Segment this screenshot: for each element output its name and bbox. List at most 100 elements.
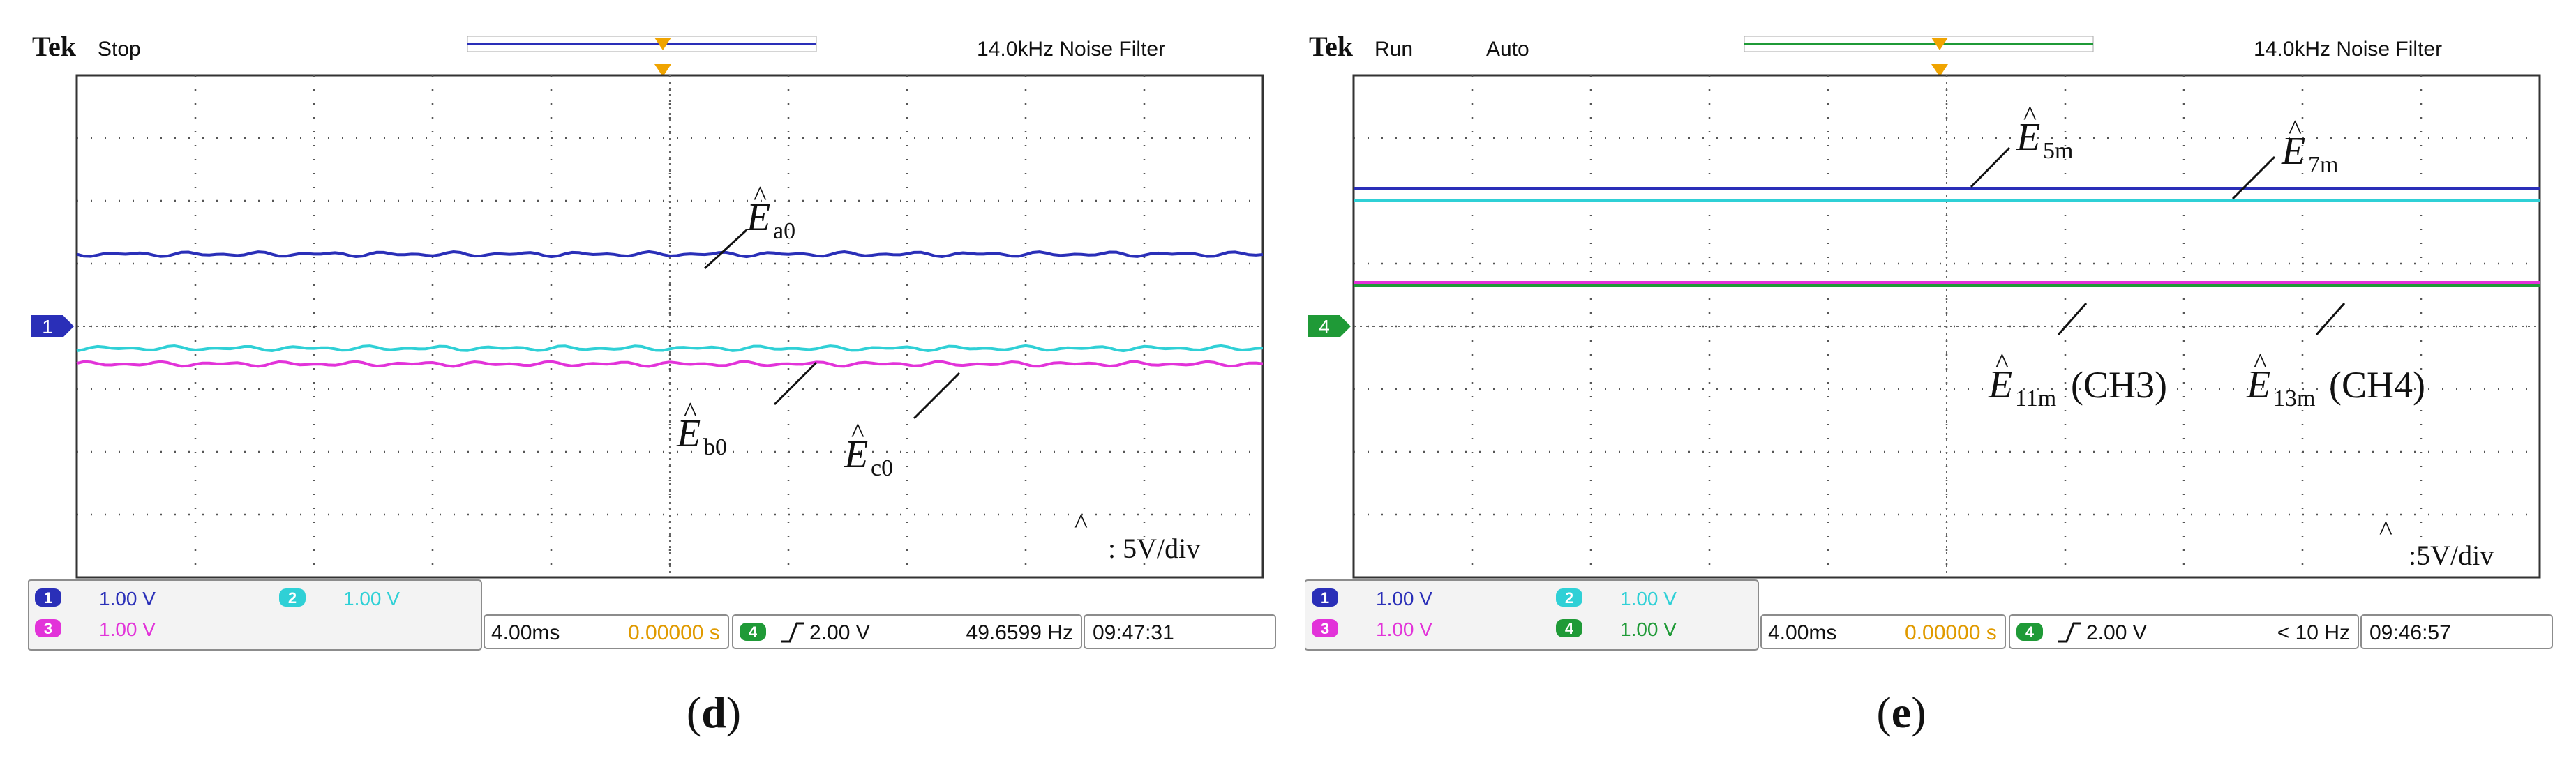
trigger-source-badge: 4: [2016, 623, 2043, 641]
subscript-text: c0: [871, 455, 893, 481]
channel-3-scale: 1.00 V: [99, 618, 156, 640]
channel-1-scale: 1.00 V: [99, 588, 156, 609]
channel-1-badge: 1: [35, 588, 61, 607]
channel-readout-panel: [28, 579, 482, 651]
hat-mark: ^: [684, 396, 697, 427]
clock-time: 09:47:31: [1093, 621, 1174, 644]
timebase-value: 4.00ms: [1768, 621, 1836, 644]
channel-readout-panel: [1305, 579, 1759, 651]
ground-level-marker: 4: [1308, 315, 1351, 337]
run-state-label: Stop: [98, 38, 141, 61]
brand-label: Tek: [32, 31, 77, 62]
suffix-text: (CH4): [2329, 364, 2425, 406]
symbol-text: E: [676, 412, 701, 455]
g: E^a0: [746, 180, 795, 244]
badge-shape: [1556, 588, 1582, 607]
ground-marker-number: 4: [1319, 316, 1330, 337]
badge-number: 4: [2025, 623, 2035, 641]
suffix-text: (CH3): [2071, 364, 2167, 406]
acquisition-mode-label: Auto: [1486, 38, 1529, 61]
leader-line-13m: [2315, 303, 2346, 335]
symbol-text: E: [844, 433, 868, 476]
badge-number: 3: [44, 620, 52, 637]
oscilloscope-panel-e: Tek Run Auto 14.0kHz Noise Filter 4 E ^ 5m E ^ 7m E…: [1305, 28, 2555, 655]
clock-box: [1084, 614, 1276, 649]
brand-label: Tek: [1309, 31, 1354, 62]
badge-shape: [1312, 588, 1338, 607]
trigger-marker-icon: [1931, 64, 1948, 77]
badge-number: 2: [288, 589, 297, 607]
channel-2-badge: 2: [1556, 588, 1582, 607]
badge-number: 3: [1321, 620, 1329, 637]
noise-filter-label: 14.0kHz Noise Filter: [977, 38, 1165, 61]
channel-3-badge: 3: [35, 619, 61, 637]
badge-shape: [2016, 623, 2043, 641]
g: E^7m: [2281, 114, 2338, 178]
subscript-text: 7m: [2308, 152, 2338, 178]
trigger-box: [732, 614, 1082, 649]
hat-mark: ^: [2254, 347, 2267, 379]
trigger-marker-icon: [654, 64, 671, 77]
g: ^: [1074, 508, 1088, 539]
badge-number: 1: [44, 589, 52, 607]
hat-mark: ^: [1995, 347, 2009, 379]
badge-shape: [279, 588, 306, 607]
caption-e: (e): [1876, 688, 1926, 737]
symbol-text: E: [2016, 116, 2040, 159]
badge-shape: [740, 623, 766, 641]
ground-marker-shape: [31, 315, 74, 337]
g: E^13m (CH4): [2246, 347, 2425, 411]
leader-line-a0: [703, 229, 748, 270]
timebase-box: [484, 614, 729, 649]
badge-shape: [1312, 619, 1338, 637]
leader-line-5m: [1970, 146, 2011, 188]
g: E^11m (CH3): [1988, 347, 2167, 411]
trigger-level-value: 2.00 V: [2086, 621, 2147, 644]
channel-2-scale: 1.00 V: [343, 588, 400, 609]
hat-mark: ^: [2023, 100, 2037, 131]
symbol-text: E: [746, 196, 770, 239]
trigger-box: [2009, 614, 2359, 649]
trace-ch1: [76, 250, 1264, 259]
frequency-readout: < 10 Hz: [2277, 621, 2350, 644]
channel-1-scale: 1.00 V: [1376, 588, 1432, 609]
ground-level-marker: 1: [31, 315, 74, 337]
trigger-position-icon: [1931, 38, 1948, 50]
badge-number: 4: [749, 623, 758, 641]
badge-number: 2: [1565, 589, 1573, 607]
hat-mark: ^: [2379, 515, 2392, 546]
trigger-level-value: 2.00 V: [809, 621, 870, 644]
run-state-label: Run: [1375, 38, 1413, 61]
g: E^b0: [676, 396, 727, 460]
hat-mark: ^: [851, 417, 864, 448]
g: ^: [2379, 515, 2392, 546]
hat-mark: ^: [754, 180, 767, 211]
channel-3-badge: 3: [1312, 619, 1338, 637]
badge-shape: [35, 619, 61, 637]
clock-time: 09:46:57: [2369, 621, 2451, 644]
subscript-text: 11m: [2015, 386, 2056, 411]
noise-filter-label: 14.0kHz Noise Filter: [2254, 38, 2442, 61]
trigger-position-icon: [654, 38, 671, 50]
rising-edge-icon: [781, 622, 804, 643]
subscript-text: 5m: [2043, 138, 2073, 164]
symbol-text: E: [2246, 363, 2270, 407]
trace-ch2: [76, 344, 1264, 353]
badge-number: 4: [1565, 620, 1574, 637]
trigger-position-value: 0.00000 s: [1905, 621, 1997, 644]
channel-2-scale: 1.00 V: [1620, 588, 1677, 609]
channel-1-badge: 1: [1312, 588, 1338, 607]
trigger-position-value: 0.00000 s: [628, 621, 720, 644]
trace-ch3: [76, 360, 1264, 368]
timebase-box: [1760, 614, 2006, 649]
channel-3-scale: 1.00 V: [1376, 618, 1432, 640]
hat-mark: ^: [1074, 508, 1088, 539]
ground-marker-shape: [1308, 315, 1351, 337]
g: E^ c0: [844, 417, 893, 481]
subscript-text: 13m: [2273, 386, 2315, 411]
trigger-source-badge: 4: [740, 623, 766, 641]
oscilloscope-panel-d: Tek Stop 14.0kHz Noise Filter 1 E ^ a0 E ^ b0 E ^ c0…: [28, 28, 1278, 655]
badge-shape: [35, 588, 61, 607]
